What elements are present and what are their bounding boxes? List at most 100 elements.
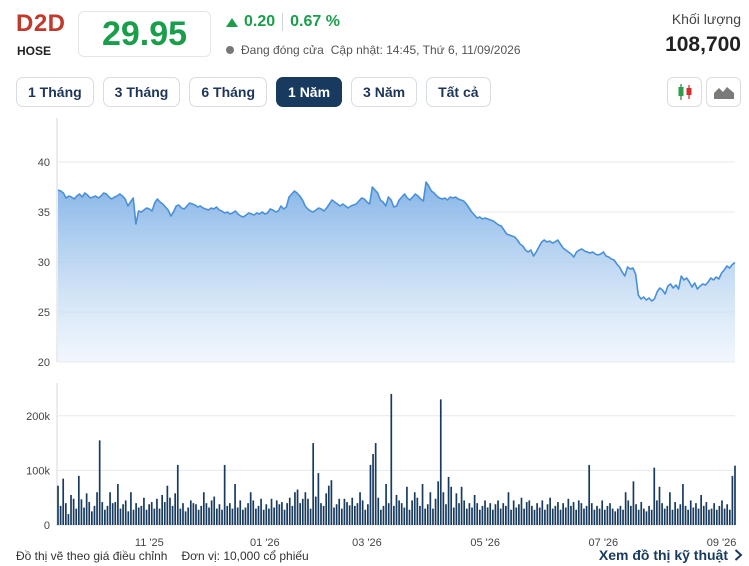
volume-bar [544,509,546,525]
volume-bar [83,507,85,525]
volume-bar [93,505,96,525]
volume-bar [518,504,520,525]
technical-chart-link[interactable]: Xem đồ thị kỹ thuật [599,547,743,563]
volume-bar [88,502,91,525]
volume-bar [215,508,218,525]
volume-bar [614,511,617,525]
volume-bar [268,508,270,525]
volume-bar [205,503,208,525]
tab-3-months[interactable]: 3 Tháng [102,77,181,107]
volume-bar [325,493,328,525]
volume-bar [294,492,296,525]
volume-bar [364,509,367,525]
volume-bar [450,486,453,525]
volume-bar [682,484,684,525]
volume-bar [398,500,400,525]
technical-chart-link-label: Xem đồ thị kỹ thuật [598,547,728,563]
volume-bar [130,492,132,525]
volume-bar [486,507,489,525]
volume-bar [340,508,343,525]
tab-3-years[interactable]: 3 Năm [351,77,418,107]
volume-bar [510,509,512,525]
volume-bar [150,502,153,525]
volume-bar [726,504,729,525]
volume-bar [135,503,137,525]
volume-axis-tick: 0 [44,520,50,532]
volume-bar [179,508,182,525]
volume-bar [632,481,635,525]
price-axis-tick: 30 [38,257,50,269]
volume-bar [312,443,315,525]
volume-bar [221,509,223,525]
time-range-tabs: 1 Tháng 3 Tháng 6 Tháng 1 Năm 3 Năm Tất … [16,77,491,107]
volume-bar [609,503,611,525]
volume-bar [72,498,75,525]
volume-bar [421,484,424,525]
volume-bar [622,509,624,525]
volume-bar [676,508,679,525]
price-change: 0.20 0.67 % [226,13,340,31]
volume-bar [705,502,708,525]
volume-bar [408,509,411,525]
volume-bar [187,507,190,525]
tab-all[interactable]: Tất cả [426,77,491,107]
volume-bar [145,509,148,525]
volume-bar [400,503,403,525]
volume-bar [515,507,518,525]
volume-bar [260,498,262,525]
volume-bar [645,511,648,525]
volume-bar [531,505,533,525]
volume-bar [603,509,606,525]
volume-bar [715,509,718,525]
volume-bar [650,509,653,525]
volume-bar [96,492,98,525]
candlestick-chart-button[interactable] [667,77,702,107]
chevron-right-icon [734,549,743,561]
volume-bar [598,508,601,525]
volume-bar [77,475,80,525]
volume-bar [192,503,195,525]
volume-bar [721,500,723,525]
volume-bar [611,508,614,525]
volume-bar [91,511,93,525]
volume-bar [208,507,210,525]
volume-bar [171,505,174,525]
volume-bar [570,505,572,525]
volume-bar [432,508,434,525]
price-axis-tick: 20 [38,357,50,369]
volume-bar [361,500,364,525]
volume-bar [226,505,229,525]
volume-bar [656,500,658,525]
volume-bar [213,496,216,525]
status-text: Đang đóng cửa [241,43,324,57]
area-chart-button[interactable] [706,77,741,107]
volume-bar [70,494,72,525]
volume-bar [132,509,135,525]
volume-bar [577,500,580,525]
volume-bar [536,503,538,525]
volume-bar [104,509,106,525]
volume-bar [419,505,421,525]
volume-bar [252,500,255,525]
volume-bar [593,509,596,525]
volume-bar [249,492,252,525]
volume-bar [314,496,317,525]
x-axis-tick: 03 '26 [352,537,382,549]
volume-bar [661,503,663,525]
tab-6-months[interactable]: 6 Tháng [189,77,268,107]
volume-bar [502,503,505,525]
volume-bar [507,492,510,525]
volume-bar [455,493,458,525]
volume-bar [541,500,544,525]
tab-1-year[interactable]: 1 Năm [276,77,343,107]
volume-bar [117,484,119,525]
change-value: 0.20 [244,13,276,30]
volume-value: 108,700 [665,33,741,56]
volume-bar [674,502,676,525]
volume-bar [689,500,692,525]
volume-bar [679,504,682,525]
volume-bar [385,484,387,525]
volume-bar [80,499,83,525]
volume-bar [590,503,593,525]
tab-1-month[interactable]: 1 Tháng [16,77,94,107]
